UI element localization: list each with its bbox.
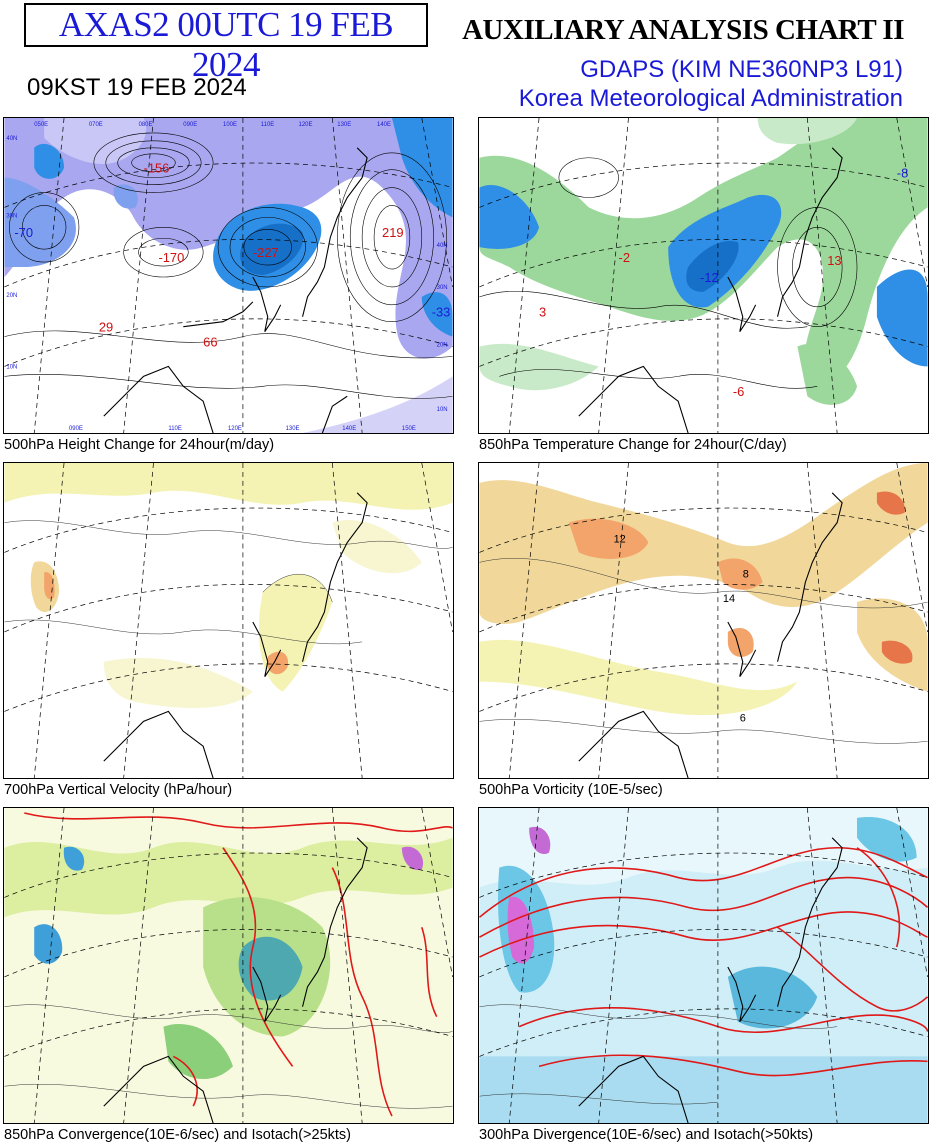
panel-700hpa-vertical-velocity	[3, 462, 454, 779]
lat-label: 20N	[437, 343, 448, 349]
chart-title: AUXILIARY ANALYSIS CHART II	[462, 14, 904, 46]
height-label: -33	[432, 305, 451, 320]
lon-label: 130E	[337, 122, 351, 128]
lon-label: 140E	[342, 426, 356, 432]
vorticity-map: 12 8 6 14	[479, 463, 928, 778]
panel-caption: 700hPa Vertical Velocity (hPa/hour)	[4, 782, 233, 798]
panel-caption: 500hPa Vorticity (10E-5/sec)	[479, 782, 663, 798]
lon-label: 140E	[377, 122, 391, 128]
panel-300hpa-divergence	[478, 807, 929, 1124]
height-label: 29	[99, 320, 113, 335]
height-change-map: -156 -227 219 -170 66 29 -70 -33 050E 07…	[4, 118, 453, 433]
panel-500hpa-vorticity: 12 8 6 14	[478, 462, 929, 779]
temp-label: 3	[539, 305, 546, 320]
vertical-velocity-map	[4, 463, 453, 778]
kst-time: 09KST 19 FEB 2024	[27, 74, 247, 101]
height-label: 66	[203, 335, 217, 350]
lat-label: 10N	[6, 364, 17, 370]
lon-label: 150E	[402, 426, 416, 432]
lat-label: 40N	[437, 243, 448, 249]
lon-label: 080E	[139, 122, 153, 128]
lat-label: 10N	[437, 407, 448, 413]
lon-label: 120E	[299, 122, 313, 128]
lon-label: 120E	[228, 426, 242, 432]
agency-name: Korea Meteorological Administration	[518, 85, 903, 112]
vorticity-label: 12	[614, 533, 626, 545]
temp-label: 13	[827, 253, 841, 268]
height-label: -227	[253, 245, 279, 260]
vorticity-label: 6	[740, 712, 746, 724]
panel-caption: 500hPa Height Change for 24hour(m/day)	[4, 437, 275, 453]
divergence-map	[479, 808, 928, 1123]
panel-caption: 850hPa Temperature Change for 24hour(C/d…	[479, 437, 787, 453]
lon-label: 110E	[168, 426, 181, 432]
model-name: GDAPS (KIM NE360NP3 L91)	[580, 56, 903, 83]
lon-label: 100E	[223, 122, 237, 128]
chart-id-text: AXAS2 00UTC 19 FEB 2024	[58, 5, 394, 84]
height-label: 219	[382, 225, 404, 240]
vorticity-label: 8	[743, 568, 749, 580]
temp-change-map: -12 13 -6 3 -2 -8	[479, 118, 928, 433]
height-label: -156	[144, 161, 170, 176]
temp-label: -2	[619, 250, 630, 265]
lat-label: 30N	[437, 285, 448, 291]
lon-label: 110E	[261, 122, 274, 128]
vorticity-label: 14	[723, 593, 735, 605]
height-label: -170	[158, 250, 184, 265]
lat-label: 20N	[6, 293, 17, 299]
panel-850hpa-temp-change: -12 13 -6 3 -2 -8	[478, 117, 929, 434]
temp-label: -12	[700, 270, 719, 285]
lon-label: 050E	[34, 122, 48, 128]
panel-500hpa-height-change: -156 -227 219 -170 66 29 -70 -33 050E 07…	[3, 117, 454, 434]
convergence-map	[4, 808, 453, 1123]
height-label: -70	[14, 225, 33, 240]
panel-850hpa-convergence	[3, 807, 454, 1124]
lon-label: 070E	[89, 122, 103, 128]
lon-label: 130E	[286, 426, 300, 432]
chart-id-box: AXAS2 00UTC 19 FEB 2024	[24, 3, 428, 84]
temp-label: -8	[897, 166, 908, 181]
panel-caption: 850hPa Convergence(10E-6/sec) and Isotac…	[4, 1127, 351, 1143]
lat-label: 40N	[6, 136, 17, 142]
lon-label: 090E	[69, 426, 83, 432]
panel-caption: 300hPa Divergence(10E-6/sec) and Isotach…	[479, 1127, 814, 1143]
lon-label: 090E	[183, 122, 197, 128]
lat-label: 30N	[6, 213, 17, 219]
temp-label: -6	[733, 384, 744, 399]
